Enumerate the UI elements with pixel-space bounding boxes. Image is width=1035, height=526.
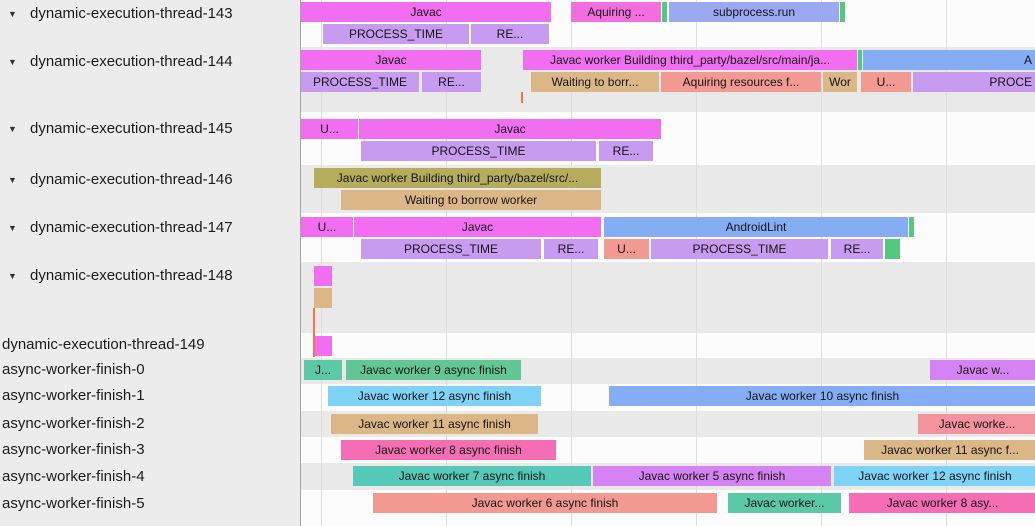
track-name-label: dynamic-execution-thread-145	[30, 120, 233, 137]
track-name-label: dynamic-execution-thread-148	[30, 267, 233, 284]
trace-event-bar[interactable]: Javac worker 7 async finish	[353, 466, 591, 486]
track-header-async-worker-finish-0[interactable]: async-worker-finish-0	[0, 359, 300, 381]
track-name-label: async-worker-finish-1	[2, 387, 145, 404]
trace-event-bar[interactable]: Wor	[823, 72, 857, 92]
track-header-dynamic-execution-thread-148[interactable]: ▼ dynamic-execution-thread-148	[0, 265, 300, 287]
track-header-dynamic-execution-thread-146[interactable]: ▼ dynamic-execution-thread-146	[0, 169, 300, 191]
row-band	[301, 333, 1035, 358]
trace-event-bar[interactable]: U...	[861, 72, 911, 92]
gridline	[446, 0, 447, 526]
sidebar: ▼ dynamic-execution-thread-143 ▼ dynamic-ex…	[0, 0, 301, 526]
trace-event-bar[interactable]: Javac worker...	[728, 493, 841, 513]
track-header-dynamic-execution-thread-145[interactable]: ▼ dynamic-execution-thread-145	[0, 118, 300, 140]
trace-event-bar[interactable]: Javac	[301, 2, 551, 22]
trace-event-sliver[interactable]	[885, 239, 900, 259]
collapse-arrow-icon[interactable]: ▼	[8, 57, 17, 67]
collapse-arrow-icon[interactable]: ▼	[8, 271, 17, 281]
trace-event-bar[interactable]: Javac worker 11 async f...	[864, 440, 1035, 460]
track-name-label: async-worker-finish-5	[2, 495, 145, 512]
trace-event-sliver[interactable]	[840, 2, 845, 22]
trace-event-bar[interactable]: Javac worker 6 async finish	[373, 493, 717, 513]
track-name-label: async-worker-finish-2	[2, 415, 145, 432]
trace-event-bar[interactable]: Aquiring resources f...	[661, 72, 821, 92]
trace-event-bar[interactable]: PROCESS_TIME	[651, 239, 828, 259]
gridline	[946, 0, 947, 526]
trace-event-bar[interactable]: U...	[301, 217, 353, 237]
trace-event-bar[interactable]: RE...	[471, 24, 549, 44]
track-header-dynamic-execution-thread-147[interactable]: ▼ dynamic-execution-thread-147	[0, 217, 300, 239]
trace-event-bar[interactable]: AndroidLint	[604, 217, 908, 237]
trace-event-bar[interactable]: Javac worker Building third_party/bazel/…	[314, 168, 601, 188]
trace-event-bar[interactable]: Javac worker 5 async finish	[593, 466, 831, 486]
trace-event-bar[interactable]: Waiting to borrow worker	[341, 190, 601, 210]
trace-event-bar[interactable]: U...	[604, 239, 649, 259]
trace-event-bar[interactable]: RE...	[544, 239, 598, 259]
gridline	[696, 0, 697, 526]
track-header-dynamic-execution-thread-144[interactable]: ▼ dynamic-execution-thread-144	[0, 51, 300, 73]
gridline	[821, 0, 822, 526]
trace-event-bar[interactable]: Javac	[301, 50, 481, 70]
track-name-label: dynamic-execution-thread-144	[30, 53, 233, 70]
trace-event-bar[interactable]: PROCESS_TIME	[361, 141, 596, 161]
trace-event-bar[interactable]: Javac worker 11 async finish	[331, 414, 538, 434]
trace-event-sliver[interactable]	[858, 50, 862, 70]
trace-event-bar[interactable]: Javac	[354, 217, 601, 237]
trace-event-bar[interactable]: Waiting to borr...	[531, 72, 659, 92]
trace-event-bar[interactable]: subprocess.run	[669, 2, 839, 22]
track-header-async-worker-finish-3[interactable]: async-worker-finish-3	[0, 439, 300, 461]
trace-event-bar[interactable]: Javac worker 8 asy...	[849, 493, 1035, 513]
trace-event-bar[interactable]: Aquiring ...	[571, 2, 661, 22]
track-header-async-worker-finish-1[interactable]: async-worker-finish-1	[0, 385, 300, 407]
track-header-dynamic-execution-thread-143[interactable]: ▼ dynamic-execution-thread-143	[0, 3, 300, 25]
track-name-label: dynamic-execution-thread-149	[2, 336, 205, 353]
trace-event-bar[interactable]: A	[863, 50, 1035, 70]
trace-event-bar[interactable]: RE...	[831, 239, 883, 259]
trace-event-bar[interactable]: Javac worker Building third_party/bazel/…	[523, 50, 857, 70]
trace-event-bar[interactable]: Javac w...	[930, 360, 1035, 380]
track-name-label: async-worker-finish-4	[2, 468, 145, 485]
track-header-async-worker-finish-5[interactable]: async-worker-finish-5	[0, 493, 300, 515]
trace-event-sliver[interactable]	[909, 217, 914, 237]
track-header-async-worker-finish-4[interactable]: async-worker-finish-4	[0, 466, 300, 488]
trace-event-bar[interactable]: Javac	[359, 119, 661, 139]
collapse-arrow-icon[interactable]: ▼	[8, 175, 17, 185]
collapse-arrow-icon[interactable]: ▼	[8, 223, 17, 233]
collapse-arrow-icon[interactable]: ▼	[8, 124, 17, 134]
trace-event-bar[interactable]: Javac worker 8 async finish	[341, 440, 556, 460]
trace-event-bar[interactable]: Javac worker 10 async finish	[609, 386, 1035, 406]
track-header-async-worker-finish-2[interactable]: async-worker-finish-2	[0, 413, 300, 435]
trace-event-bar[interactable]: PROCESS_TIME	[323, 24, 469, 44]
trace-event-bar[interactable]: U...	[301, 119, 358, 139]
trace-event-bar[interactable]: RE...	[599, 141, 653, 161]
trace-event-bar[interactable]: PROCESS_TIME	[361, 239, 541, 259]
trace-event-sliver[interactable]	[314, 266, 332, 286]
trace-event-sliver[interactable]	[662, 2, 667, 22]
track-header-dynamic-execution-thread-149[interactable]: dynamic-execution-thread-149	[0, 334, 300, 356]
track-name-label: async-worker-finish-0	[2, 361, 145, 378]
track-name-label: async-worker-finish-3	[2, 441, 145, 458]
row-band	[301, 262, 1035, 333]
trace-event-bar[interactable]: Javac worker 12 async finish	[834, 466, 1035, 486]
trace-event-sliver[interactable]	[314, 288, 332, 308]
instant-event-marker[interactable]	[521, 92, 523, 103]
trace-event-sliver[interactable]	[314, 336, 332, 356]
track-name-label: dynamic-execution-thread-147	[30, 219, 233, 236]
track-name-label: dynamic-execution-thread-143	[30, 5, 233, 22]
trace-event-bar[interactable]: PROCE	[913, 72, 1035, 92]
instant-event-marker[interactable]	[313, 308, 315, 357]
trace-event-bar[interactable]: Javac worker 12 async finish	[328, 386, 541, 406]
trace-event-bar[interactable]: Javac worker 9 async finish	[346, 360, 521, 380]
track-name-label: dynamic-execution-thread-146	[30, 171, 233, 188]
trace-event-bar[interactable]: J...	[304, 360, 342, 380]
collapse-arrow-icon[interactable]: ▼	[8, 9, 17, 19]
gridline	[571, 0, 572, 526]
trace-event-bar[interactable]: Javac worke...	[918, 414, 1035, 434]
timeline[interactable]: Javac Aquiring ... subprocess.run PROCESS_T…	[301, 0, 1035, 526]
trace-event-bar[interactable]: PROCESS_TIME	[301, 72, 419, 92]
gridline	[321, 0, 322, 526]
trace-event-bar[interactable]: RE...	[422, 72, 481, 92]
